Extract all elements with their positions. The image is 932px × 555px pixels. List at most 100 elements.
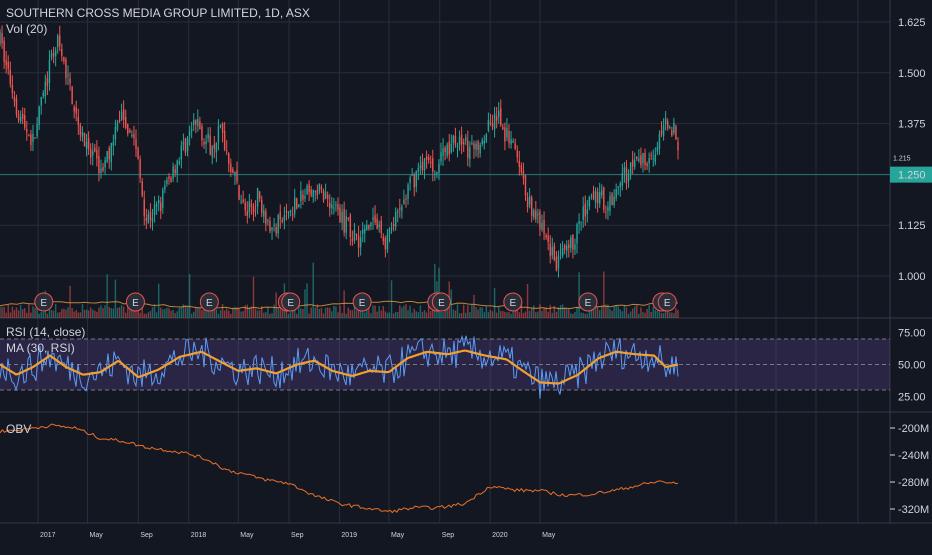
candle-body — [326, 195, 329, 200]
volume-bar — [479, 307, 481, 318]
candle-body — [96, 149, 98, 159]
candle-body — [310, 189, 312, 196]
candle-body — [545, 234, 547, 238]
volume-bar — [219, 309, 222, 318]
candle-body — [462, 141, 465, 145]
candle-body — [467, 140, 469, 158]
volume-bar — [5, 312, 7, 318]
volume-bar — [160, 307, 162, 318]
candle-body — [277, 215, 279, 234]
candle-body — [252, 206, 255, 214]
earnings-markers[interactable]: EEEEEEEEEEEE — [34, 292, 677, 312]
volume-bar — [421, 311, 424, 318]
volume-bar — [349, 309, 352, 318]
volume-bar — [118, 307, 121, 318]
volume-bar — [584, 313, 586, 318]
volume-bar — [65, 309, 67, 318]
candle-body — [44, 81, 47, 97]
candle-body — [228, 153, 230, 164]
volume-bar — [28, 304, 30, 318]
candle-body — [413, 173, 415, 188]
volume-bar — [545, 307, 547, 318]
volume-bar — [673, 313, 675, 318]
rsi-label[interactable]: RSI (14, close) — [6, 325, 86, 339]
candle-body — [361, 229, 364, 234]
earnings-marker-label: E — [509, 298, 516, 309]
candle-body — [429, 161, 432, 163]
price-tick-label: 1.000 — [898, 271, 926, 283]
time-tick-label: 2018 — [191, 532, 207, 539]
volume-bar — [574, 311, 576, 318]
candle-body — [15, 98, 18, 115]
volume-bar — [380, 310, 382, 318]
candle-body — [122, 109, 125, 120]
candle-body — [50, 53, 53, 59]
candle-body — [120, 111, 123, 120]
candle-body — [318, 183, 321, 192]
volume-bar — [578, 272, 580, 318]
earnings-marker — [352, 292, 372, 312]
candle-body — [21, 113, 24, 119]
candle-body — [133, 133, 135, 139]
candle-body — [456, 145, 459, 148]
volume-bar — [329, 307, 331, 318]
candle-body — [9, 69, 12, 85]
volume-bar — [256, 310, 259, 318]
candle-body — [376, 218, 378, 230]
time-tick-label: Sep — [442, 532, 455, 539]
volume-bar — [127, 304, 129, 318]
volume-bar — [675, 308, 677, 318]
candle-body — [36, 124, 38, 137]
candle-body — [601, 190, 603, 196]
volume-bar — [596, 307, 599, 318]
candle-body — [537, 213, 539, 216]
volume-label[interactable]: Vol (20) — [6, 22, 48, 36]
volume-bar — [149, 310, 152, 318]
candle-body — [145, 217, 148, 221]
candle-body — [271, 227, 273, 231]
volume-bar — [469, 311, 471, 318]
candle-body — [298, 204, 300, 208]
volume-bar — [359, 310, 362, 318]
volume-bar — [510, 313, 512, 318]
volume-bar — [279, 307, 281, 318]
price-tick-label: 1.250 — [898, 169, 926, 181]
symbol-title[interactable]: SOUTHERN CROSS MEDIA GROUP LIMITED, 1D, … — [6, 6, 310, 20]
volume-bar — [184, 305, 187, 318]
volume-bar — [601, 305, 603, 318]
candle-body — [281, 220, 284, 222]
candle-body — [256, 188, 259, 207]
volume-bar — [236, 307, 238, 318]
obv-label[interactable]: OBV — [6, 422, 32, 436]
volume-bar — [42, 311, 44, 318]
volume-bar — [343, 290, 345, 318]
volume-bar — [419, 305, 422, 318]
candle-body — [524, 174, 527, 196]
candle-body — [640, 155, 642, 166]
candle-body — [135, 139, 137, 150]
volume-bar — [252, 276, 255, 318]
volume-bar — [188, 273, 191, 318]
volume-bar — [73, 311, 75, 318]
candle-body — [497, 110, 500, 117]
volume-bar — [598, 310, 601, 318]
candle-body — [217, 126, 220, 143]
rsi-ma-label[interactable]: MA (30, RSI) — [6, 341, 75, 355]
volume-bar — [287, 313, 290, 318]
earnings-marker — [125, 292, 145, 312]
volume-bar — [56, 312, 59, 318]
last-price-tag — [890, 166, 932, 183]
volume-bars — [0, 262, 679, 318]
earnings-marker — [503, 292, 523, 312]
candle-body — [147, 214, 150, 224]
volume-bar — [69, 285, 71, 318]
volume-bar — [382, 306, 385, 318]
volume-bar — [244, 305, 246, 318]
volume-bar — [623, 305, 626, 318]
price-tick-label: 1.125 — [898, 220, 926, 232]
candle-body — [646, 163, 648, 167]
volume-bar — [652, 306, 654, 318]
candle-body — [11, 84, 14, 94]
candle-body — [87, 138, 90, 150]
